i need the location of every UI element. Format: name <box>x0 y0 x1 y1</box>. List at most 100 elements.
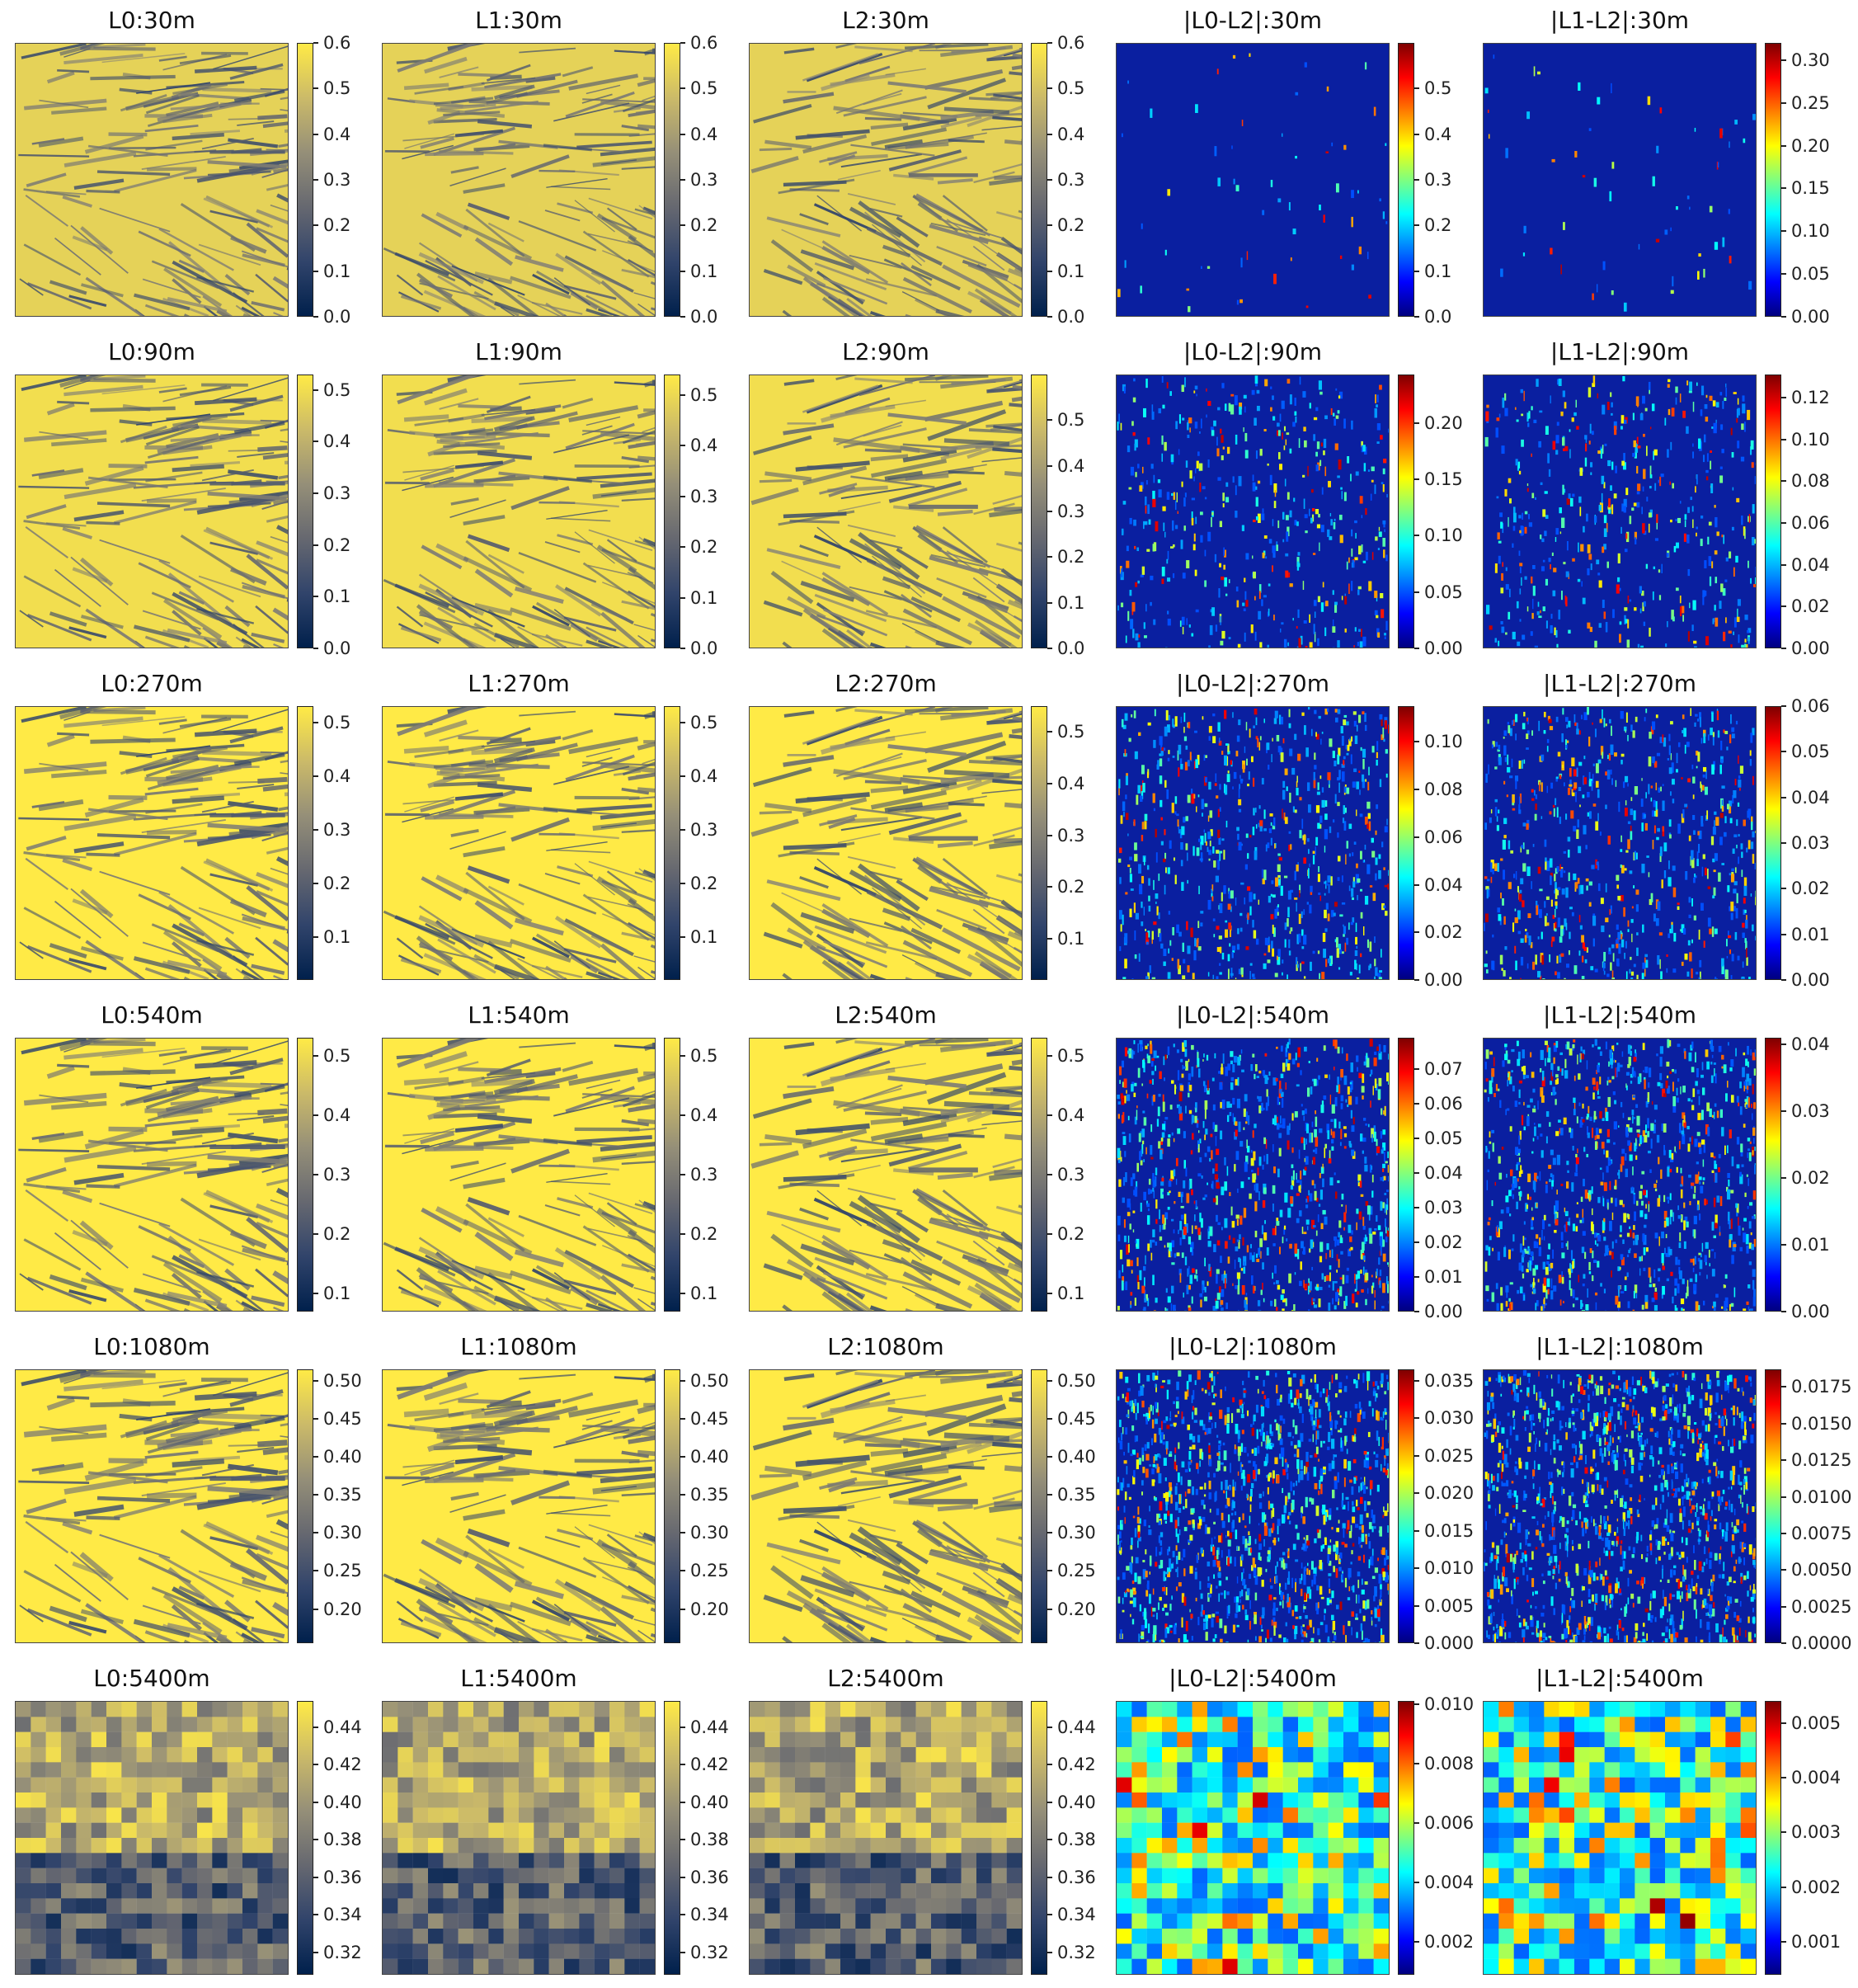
panel-title: L1:270m <box>382 670 656 697</box>
tick-label: 0.6 <box>690 33 717 53</box>
heatmap-raster <box>750 44 1022 316</box>
tick-label: 0.030 <box>1424 1408 1474 1428</box>
tick-label: 0.38 <box>323 1830 362 1849</box>
tick-mark <box>680 1914 685 1915</box>
tick-label: 0.20 <box>690 1599 729 1619</box>
tick-mark <box>1047 1727 1052 1728</box>
tick-mark <box>1414 316 1419 318</box>
tick-label: 0.45 <box>1057 1409 1096 1429</box>
tick-mark <box>1781 1386 1786 1387</box>
tick-mark <box>1047 1114 1052 1116</box>
tick-label: 0.0075 <box>1791 1524 1851 1543</box>
tick-label: 0.000 <box>1424 1633 1474 1653</box>
panel-title: L0:270m <box>15 670 289 697</box>
panel-title: L1:540m <box>382 1001 656 1029</box>
tick-label: 0.004 <box>1424 1873 1474 1892</box>
tick-mark <box>1414 591 1419 593</box>
tick-label: 0.3 <box>690 1165 717 1185</box>
tick-label: 0.2 <box>1057 877 1084 897</box>
tick-label: 0.42 <box>1057 1755 1096 1774</box>
heatmap-raster <box>1484 707 1756 979</box>
heatmap-raster <box>16 1039 288 1311</box>
panel-title: L1:90m <box>382 338 656 365</box>
tick-mark <box>1781 480 1786 482</box>
panel-title: |L1-L2|:90m <box>1483 338 1757 365</box>
tick-mark <box>1414 1642 1419 1644</box>
tick-mark <box>313 1055 318 1057</box>
panel-title: L1:30m <box>382 7 656 34</box>
tick-label: 0.20 <box>1424 413 1463 433</box>
tick-mark <box>680 1570 685 1571</box>
tick-label: 0.32 <box>1057 1943 1096 1962</box>
tick-label: 0.03 <box>1424 1198 1463 1218</box>
tick-label: 0.5 <box>1057 410 1084 430</box>
colorbar <box>1031 375 1047 648</box>
tick-mark <box>680 1802 685 1803</box>
tick-label: 0.25 <box>323 1561 362 1581</box>
tick-label: 0.5 <box>323 380 350 400</box>
tick-label: 0.002 <box>1791 1877 1841 1897</box>
tick-mark <box>1781 842 1786 844</box>
tick-label: 0.0000 <box>1791 1633 1851 1653</box>
tick-mark <box>1781 145 1786 147</box>
tick-mark <box>1414 979 1419 981</box>
tick-label: 0.0 <box>323 307 350 327</box>
colorbar <box>1031 43 1047 317</box>
tick-mark <box>680 936 685 938</box>
tick-mark <box>1414 535 1419 536</box>
tick-label: 0.02 <box>1424 922 1463 942</box>
tick-label: 0.2 <box>323 874 350 893</box>
tick-mark <box>1047 1914 1052 1915</box>
tick-mark <box>313 883 318 884</box>
tick-label: 0.10 <box>1424 525 1463 545</box>
tick-label: 0.05 <box>1791 264 1830 284</box>
tick-label: 0.1 <box>1057 1284 1084 1303</box>
heatmap-raster <box>1117 375 1389 648</box>
tick-label: 0.015 <box>1424 1521 1474 1541</box>
tick-label: 0.0 <box>1424 307 1451 327</box>
tick-label: 0.42 <box>323 1755 362 1774</box>
tick-label: 0.30 <box>690 1523 729 1543</box>
tick-mark <box>1047 1494 1052 1496</box>
tick-label: 0.20 <box>1791 136 1830 156</box>
colorbar <box>1765 375 1781 648</box>
tick-mark <box>313 1802 318 1803</box>
tick-mark <box>1047 419 1052 421</box>
tick-mark <box>1047 886 1052 888</box>
tick-mark <box>1047 938 1052 940</box>
tick-mark <box>1781 59 1786 61</box>
tick-label: 0.2 <box>690 215 717 235</box>
tick-label: 0.04 <box>1424 875 1463 895</box>
heatmap-image <box>1483 1038 1757 1312</box>
tick-mark <box>680 1877 685 1878</box>
tick-label: 0.4 <box>1057 774 1084 794</box>
heatmap-image <box>382 43 656 317</box>
tick-label: 0.005 <box>1424 1596 1474 1616</box>
heatmap-image <box>15 375 289 648</box>
tick-label: 0.0025 <box>1791 1597 1851 1617</box>
panel-title: |L1-L2|:1080m <box>1483 1333 1757 1360</box>
heatmap-image <box>1116 1369 1390 1643</box>
tick-mark <box>680 394 685 396</box>
tick-mark <box>1047 224 1052 226</box>
tick-label: 0.6 <box>323 33 350 53</box>
panel-title: |L0-L2|:5400m <box>1116 1665 1390 1692</box>
tick-mark <box>1047 731 1052 733</box>
tick-label: 0.1 <box>323 927 350 947</box>
tick-mark <box>1047 648 1052 649</box>
tick-mark <box>1047 1380 1052 1382</box>
tick-label: 0.25 <box>1057 1561 1096 1581</box>
tick-label: 0.5 <box>323 713 350 733</box>
tick-label: 0.5 <box>690 78 717 98</box>
tick-mark <box>1047 1952 1052 1953</box>
tick-label: 0.5 <box>690 385 717 405</box>
heatmap-image <box>1483 375 1757 648</box>
tick-mark <box>680 1418 685 1420</box>
heatmap-raster <box>16 44 288 316</box>
tick-mark <box>1414 1455 1419 1457</box>
